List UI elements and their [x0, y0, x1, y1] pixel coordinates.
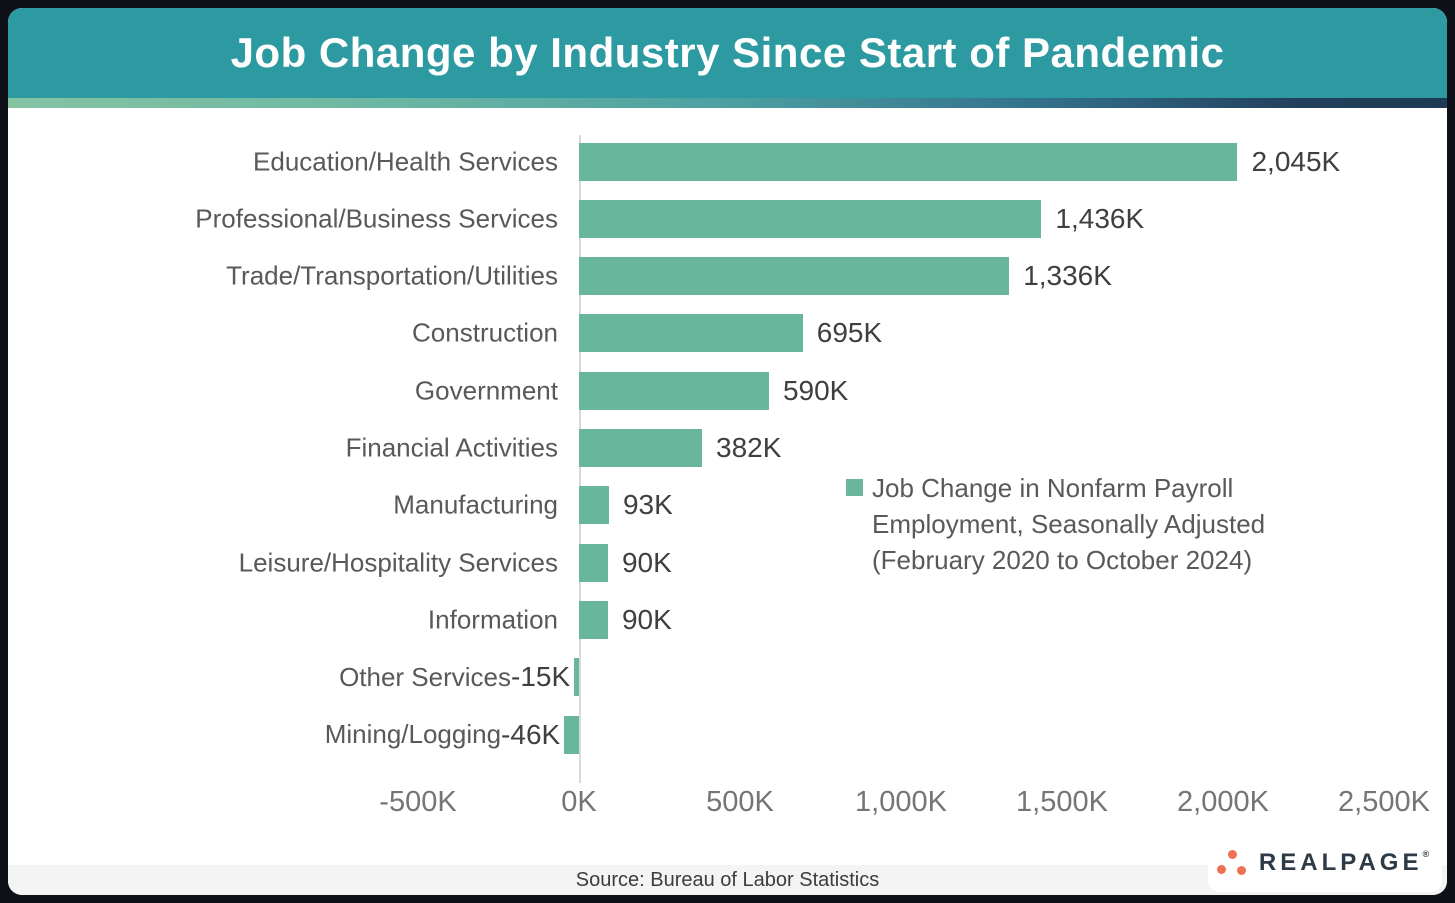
- x-tick-label: 1,500K: [1016, 786, 1108, 818]
- title-banner: Job Change by Industry Since Start of Pa…: [8, 8, 1447, 98]
- category-label: Professional/Business Services: [195, 203, 558, 234]
- x-tick-label: 0K: [561, 786, 597, 818]
- bar-row: Professional/Business Services 1,436K: [8, 190, 1447, 247]
- category-label: Government: [414, 375, 558, 406]
- bar-row: Mining/Logging -46K: [8, 706, 1447, 763]
- realpage-logo: REALPAGE®: [1208, 834, 1442, 892]
- category-label: Education/Health Services: [253, 146, 558, 176]
- x-axis: -500K 0K 500K 1,000K 1,500K 2,000K 2,500K: [8, 786, 1447, 826]
- negative-label-group: Other Services -15K: [339, 661, 570, 693]
- bar-row: Leisure/Hospitality Services 90K: [8, 534, 1447, 591]
- category-label: Manufacturing: [393, 489, 558, 520]
- bar: [579, 371, 769, 410]
- plot-area: Education/Health Services 2,045K Professio…: [8, 133, 1447, 783]
- category-label: Trade/Transportation/Utilities: [226, 260, 558, 291]
- x-tick-label: 500K: [706, 786, 774, 818]
- bar-row: Construction 695K: [8, 305, 1447, 362]
- value-label: 93K: [622, 489, 673, 521]
- legend-swatch-icon: [846, 479, 863, 496]
- category-label: Other Services: [339, 661, 512, 692]
- value-label: 90K: [621, 546, 672, 578]
- value-label: 1,336K: [1023, 260, 1112, 292]
- legend-label: Job Change in Nonfarm Payroll Employment…: [872, 473, 1266, 575]
- source-text: Source: Bureau of Labor Statistics: [575, 868, 880, 891]
- bar: [579, 142, 1238, 181]
- bar-row: Trade/Transportation/Utilities 1,336K: [8, 248, 1447, 305]
- realpage-wordmark: REALPAGE®: [1258, 849, 1434, 876]
- bar-row: Financial Activities 382K: [8, 420, 1447, 477]
- bar: [579, 486, 609, 525]
- bar: [574, 658, 579, 697]
- value-label: 2,045K: [1251, 145, 1341, 177]
- bar-row: Government 590K: [8, 362, 1447, 419]
- source-strip: Source: Bureau of Labor Statistics: [8, 865, 1447, 895]
- realpage-dots-icon: [1216, 850, 1249, 876]
- bar-row: Other Services -15K: [8, 649, 1447, 706]
- x-tick-label: 1,000K: [855, 786, 947, 818]
- x-tick-label: 2,500K: [1338, 786, 1430, 818]
- bar-row: Manufacturing 93K: [8, 477, 1447, 534]
- category-label: Construction: [412, 317, 558, 348]
- negative-label-group: Mining/Logging -46K: [325, 719, 561, 751]
- bar-row: Education/Health Services 2,045K: [8, 133, 1447, 190]
- value-label: 590K: [782, 374, 849, 406]
- page-title: Job Change by Industry Since Start of Pa…: [230, 29, 1225, 76]
- chart-card: Job Change by Industry Since Start of Pa…: [8, 8, 1447, 895]
- legend: Job Change in Nonfarm Payroll Employment…: [846, 470, 1316, 578]
- bar: [579, 543, 608, 582]
- value-label: -15K: [511, 661, 571, 693]
- gradient-divider: [8, 98, 1447, 108]
- trademark-symbol: ®: [1422, 849, 1434, 859]
- value-label: -46K: [501, 718, 561, 750]
- x-tick-label: -500K: [379, 786, 457, 818]
- bar: [579, 429, 702, 467]
- category-label: Mining/Logging: [324, 719, 502, 749]
- bar: [579, 600, 608, 639]
- x-tick-label: 2,000K: [1177, 786, 1269, 818]
- value-label: 1,436K: [1055, 202, 1145, 234]
- category-label: Information: [427, 604, 558, 635]
- value-label: 382K: [716, 432, 782, 463]
- value-label: 90K: [621, 603, 672, 635]
- category-label: Leisure/Hospitality Services: [238, 547, 558, 578]
- bar-row: Information 90K: [8, 591, 1447, 648]
- bar: [579, 199, 1042, 238]
- category-label: Financial Activities: [345, 432, 558, 463]
- bar: [579, 314, 803, 353]
- bar: [564, 715, 579, 754]
- value-label: 695K: [816, 317, 883, 349]
- bar: [579, 257, 1010, 296]
